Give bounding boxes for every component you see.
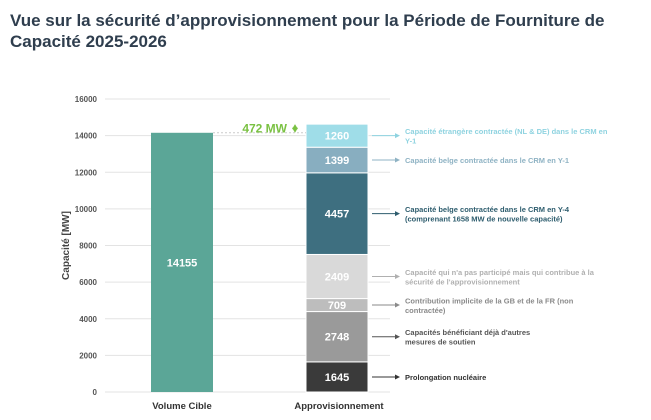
segment-annotation: (comprenant 1658 MW de nouvelle capacité… — [405, 214, 563, 223]
stack-segment — [305, 172, 369, 255]
annotation-arrow-head — [395, 374, 400, 380]
annotation-arrow-head — [395, 274, 400, 280]
segment-annotation: Prolongation nucléaire — [405, 373, 486, 382]
y-tick-label: 6000 — [79, 278, 97, 287]
segment-annotation: Capacités bénéficiant déjà d'autres — [405, 328, 530, 337]
segment-annotation: Contribution implicite de la GB et de la… — [405, 296, 574, 305]
y-tick-label: 12000 — [75, 168, 98, 177]
annotation-arrow-head — [395, 133, 400, 139]
y-tick-label: 8000 — [79, 242, 97, 251]
y-tick-label: 16000 — [75, 95, 98, 104]
segment-value-label: 1645 — [325, 372, 349, 384]
stack-segment — [305, 361, 369, 393]
stack-segment — [305, 123, 369, 148]
segment-annotation: Capacité belge contractée dans le CRM en… — [405, 156, 569, 165]
y-tick-label: 0 — [93, 388, 98, 397]
annotation-arrow-head — [395, 302, 400, 308]
segment-annotation: contractée) — [405, 306, 446, 315]
segment-annotation: mesures de soutien — [405, 337, 476, 346]
y-tick-label: 2000 — [79, 351, 97, 360]
segment-annotation: Capacité étrangère contractée (NL & DE) … — [405, 127, 608, 136]
annotation-arrow-head — [395, 211, 400, 217]
y-axis-label: Capacité [MW] — [61, 211, 72, 280]
segment-annotation: sécurité de l'approvisionnement — [405, 277, 520, 286]
segment-value-label: 709 — [328, 300, 346, 312]
segment-value-label: 1260 — [325, 131, 349, 143]
segment-value-label: 2748 — [325, 332, 349, 344]
x-tick-label: Volume Cible — [152, 401, 211, 412]
segment-value-label: 4457 — [325, 209, 349, 221]
annotation-arrow-head — [395, 157, 400, 163]
segment-annotation: Capacité qui n'a pas participé mais qui … — [405, 268, 595, 277]
segment-value-label: 2409 — [325, 272, 349, 284]
chart-title: Vue sur la sécurité d’approvisionnement … — [10, 11, 605, 51]
x-tick-label: Approvisionnement — [294, 401, 384, 412]
segment-value-label: 1399 — [325, 155, 349, 167]
stack-segment — [305, 253, 369, 300]
surplus-label: 472 MW — [242, 121, 287, 135]
surplus-arrow-head-down — [292, 127, 298, 133]
bar-volume-cible — [151, 132, 213, 392]
bar-value-label: 14155 — [167, 257, 198, 269]
y-tick-label: 10000 — [75, 205, 98, 214]
y-tick-label: 4000 — [79, 315, 97, 324]
annotation-arrow-head — [395, 334, 400, 340]
segment-annotation: Capacité belge contractée dans le CRM en… — [405, 205, 570, 214]
y-tick-label: 14000 — [75, 132, 98, 141]
segment-annotation: Y-1 — [405, 136, 416, 145]
